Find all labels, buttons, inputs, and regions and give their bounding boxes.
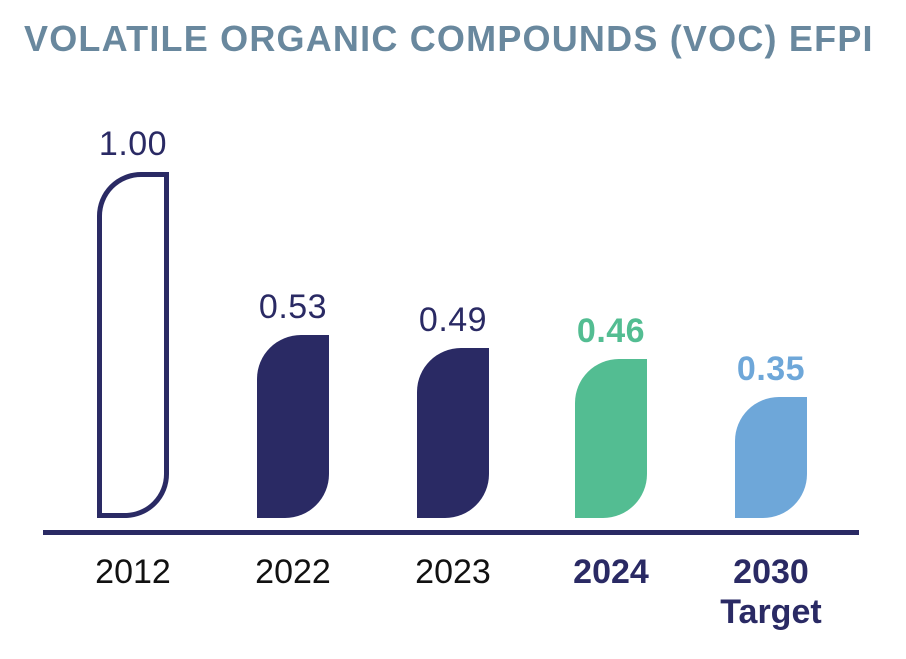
bar-2023 [417, 348, 489, 518]
bar-group-2022: 0.53 [213, 288, 373, 518]
x-axis-label-2022: 2022 [213, 552, 373, 592]
x-axis-line [43, 530, 859, 535]
bar-group-2012: 1.00 [53, 125, 213, 518]
bar-2022 [257, 335, 329, 518]
x-axis-label-line1: 2022 [255, 553, 331, 591]
bar-group-2024: 0.46 [531, 312, 691, 518]
x-axis-label-line1: 2023 [415, 553, 491, 591]
bar-group-2030: 0.35 [691, 350, 851, 518]
bar-value-label: 0.35 [736, 350, 806, 388]
bar-value-label: 1.00 [98, 125, 168, 163]
x-axis-label-line2: Target [720, 593, 822, 631]
x-axis-label-line1: 2012 [95, 553, 171, 591]
bar-group-2023: 0.49 [373, 301, 533, 518]
bar-2024 [575, 359, 647, 518]
bar-value-label: 0.46 [576, 312, 646, 350]
chart-title: VOLATILE ORGANIC COMPOUNDS (VOC) EFPI [24, 18, 874, 59]
x-axis-label-2030: 2030 Target [691, 552, 851, 632]
x-axis-label-2024: 2024 [531, 552, 691, 592]
x-axis-label-2012: 2012 [53, 552, 213, 592]
bar-value-label: 0.53 [258, 288, 328, 326]
bar-2012 [97, 172, 169, 518]
bar-value-label: 0.49 [418, 301, 488, 339]
x-axis-label-line1: 2030 [733, 553, 809, 591]
x-axis-label-2023: 2023 [373, 552, 533, 592]
bar-2030 [735, 397, 807, 518]
x-axis-label-line1: 2024 [573, 553, 649, 591]
